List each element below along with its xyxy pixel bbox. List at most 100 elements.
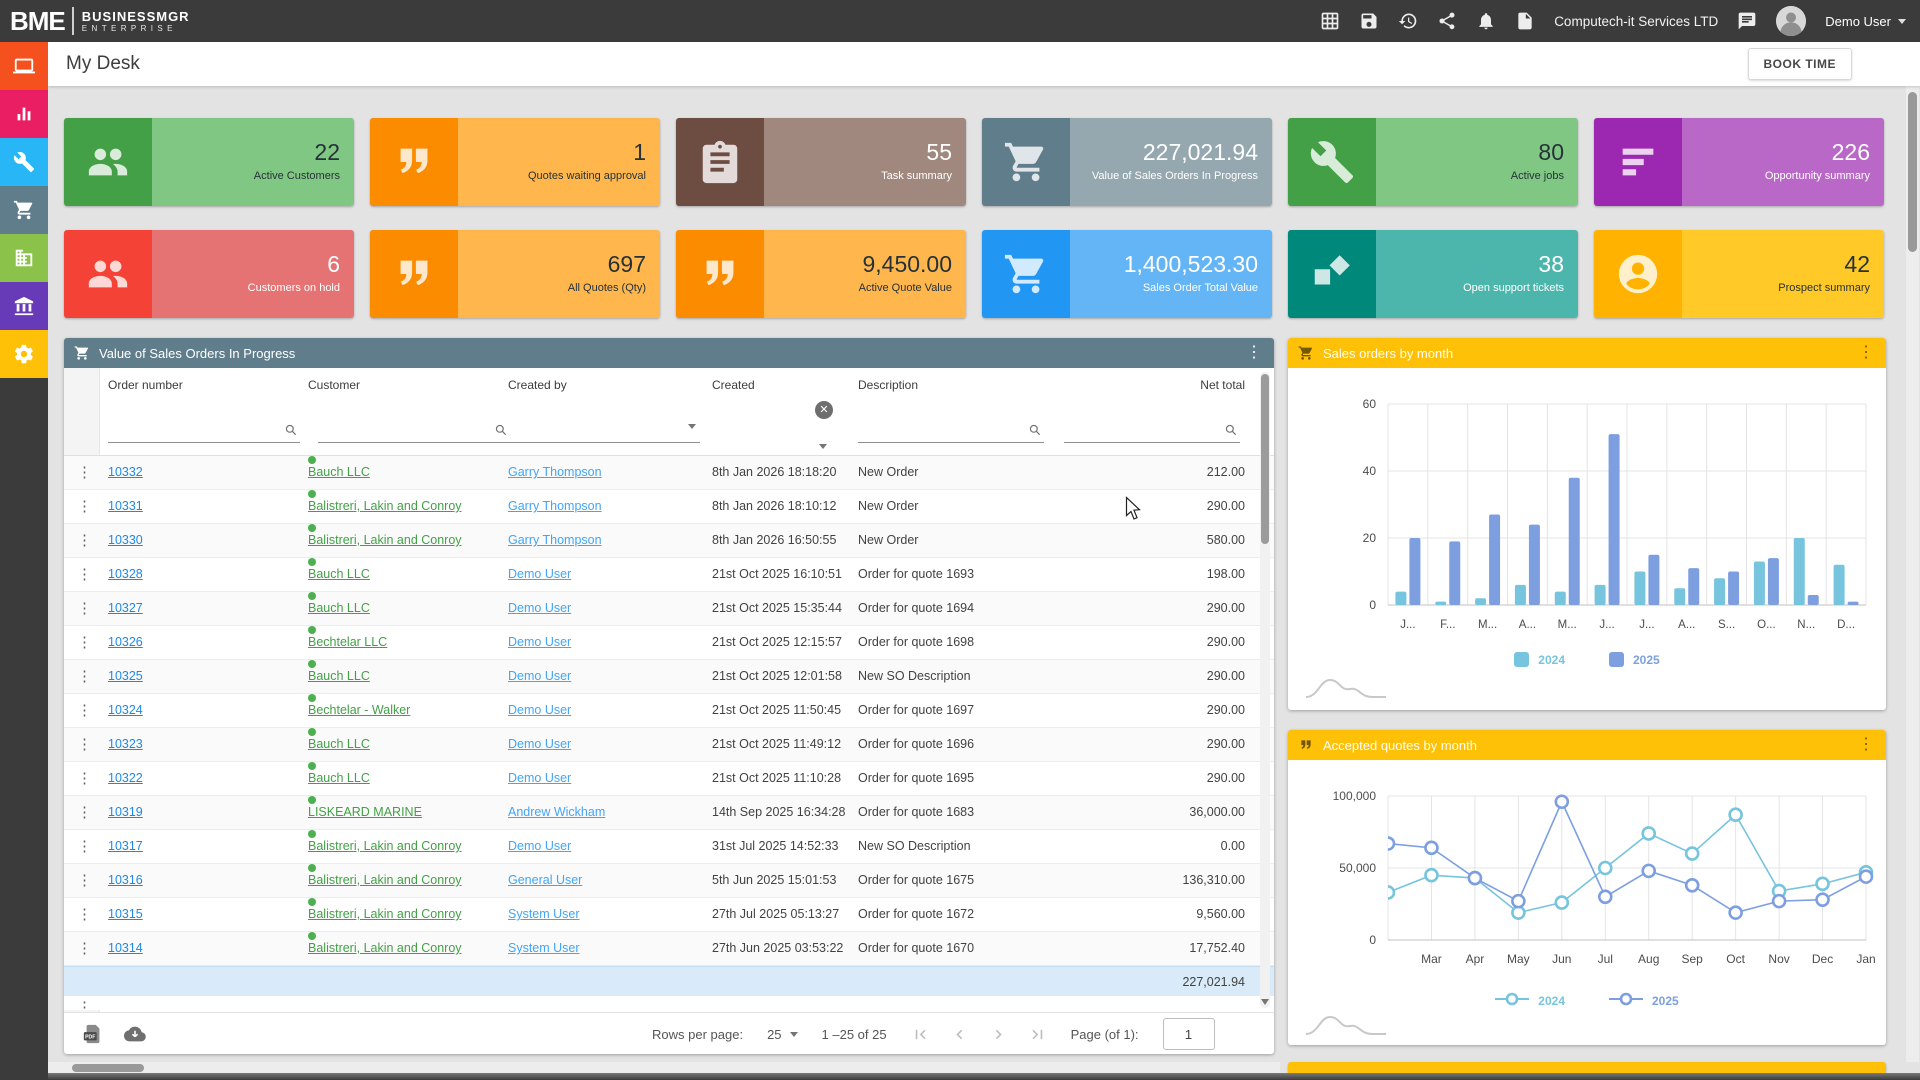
legend-item-2025[interactable]: 2025 <box>1609 992 1679 1009</box>
chart-navigator-icon[interactable] <box>1302 675 1390 706</box>
row-menu-button[interactable]: ⋮ <box>77 940 92 957</box>
sidebar-item-gear[interactable] <box>0 330 48 378</box>
row-menu-button[interactable]: ⋮ <box>77 804 92 821</box>
row-menu-button[interactable]: ⋮ <box>77 668 92 685</box>
order-number-link[interactable]: 10324 <box>108 703 143 717</box>
created-by-link[interactable]: Demo User <box>508 635 572 649</box>
order-number-link[interactable]: 10323 <box>108 737 143 751</box>
order-number-link[interactable]: 10326 <box>108 635 143 649</box>
summary-tile[interactable]: 1,400,523.30 Sales Order Total Value <box>982 230 1272 318</box>
order-number-link[interactable]: 10330 <box>108 533 143 547</box>
created-by-link[interactable]: Demo User <box>508 737 572 751</box>
column-header-created[interactable]: Created <box>712 378 755 392</box>
customer-link[interactable]: Bauch LLC <box>308 669 370 683</box>
customer-link[interactable]: Bechtelar LLC <box>308 635 388 649</box>
created-by-link[interactable]: Garry Thompson <box>508 533 602 547</box>
row-menu-button[interactable]: ⋮ <box>77 906 92 923</box>
summary-tile[interactable]: 55 Task summary <box>676 118 966 206</box>
created-by-link[interactable]: Demo User <box>508 839 572 853</box>
created-by-link[interactable]: Demo User <box>508 669 572 683</box>
book-time-button[interactable]: BOOK TIME <box>1747 48 1852 80</box>
order-number-link[interactable]: 10316 <box>108 873 143 887</box>
customer-link[interactable]: Balistreri, Lakin and Conroy <box>308 907 462 921</box>
row-menu-button[interactable]: ⋮ <box>77 838 92 855</box>
order-number-link[interactable]: 10314 <box>108 941 143 955</box>
sidebar-item-laptop[interactable] <box>0 42 48 90</box>
panel-menu-button[interactable]: ⋮ <box>1858 344 1874 361</box>
column-header-net-total[interactable]: Net total <box>1200 378 1245 392</box>
page-horizontal-scrollbar[interactable] <box>48 1062 1280 1074</box>
rows-per-page-select[interactable]: 25 <box>767 1027 798 1042</box>
dashboard-grid-icon[interactable] <box>1874 54 1894 74</box>
created-by-link[interactable]: Demo User <box>508 703 572 717</box>
panel-menu-button[interactable]: ⋮ <box>1246 344 1262 361</box>
created-by-link[interactable]: Garry Thompson <box>508 465 602 479</box>
description-filter-input[interactable] <box>858 417 1044 443</box>
last-page-icon[interactable] <box>1028 1025 1047 1044</box>
summary-tile[interactable]: 9,450.00 Active Quote Value <box>676 230 966 318</box>
user-menu[interactable]: Demo User <box>1825 14 1906 29</box>
summary-tile[interactable]: 697 All Quotes (Qty) <box>370 230 660 318</box>
customer-link[interactable]: Bauch LLC <box>308 567 370 581</box>
customer-link[interactable]: Balistreri, Lakin and Conroy <box>308 499 462 513</box>
row-menu-button[interactable]: ⋮ <box>77 702 92 719</box>
panel-menu-button[interactable]: ⋮ <box>1858 736 1874 753</box>
chevron-down-icon[interactable] <box>819 444 827 449</box>
net-total-filter-input[interactable] <box>1064 417 1240 443</box>
customer-link[interactable]: Balistreri, Lakin and Conroy <box>308 941 462 955</box>
summary-tile[interactable]: 42 Prospect summary <box>1594 230 1884 318</box>
created-by-link[interactable]: Demo User <box>508 601 572 615</box>
order-number-link[interactable]: 10317 <box>108 839 143 853</box>
customer-link[interactable]: Bauch LLC <box>308 601 370 615</box>
share-icon[interactable] <box>1437 11 1457 31</box>
customer-link[interactable]: Balistreri, Lakin and Conroy <box>308 873 462 887</box>
row-menu-button[interactable]: ⋮ <box>77 634 92 651</box>
download-icon[interactable] <box>124 1023 146 1045</box>
created-by-link[interactable]: Demo User <box>508 567 572 581</box>
customer-filter-input[interactable] <box>318 417 510 443</box>
customer-link[interactable]: LISKEARD MARINE <box>308 805 422 819</box>
order-number-link[interactable]: 10325 <box>108 669 143 683</box>
created-by-filter-select[interactable] <box>508 417 700 443</box>
column-header-order-number[interactable]: Order number <box>108 378 183 392</box>
created-by-link[interactable]: System User <box>508 907 580 921</box>
customer-link[interactable]: Balistreri, Lakin and Conroy <box>308 839 462 853</box>
summary-tile[interactable]: 6 Customers on hold <box>64 230 354 318</box>
row-menu-button[interactable]: ⋮ <box>77 498 92 515</box>
summary-tile[interactable]: 22 Active Customers <box>64 118 354 206</box>
created-by-link[interactable]: Garry Thompson <box>508 499 602 513</box>
legend-item-2025[interactable]: 2025 <box>1609 652 1660 667</box>
first-page-icon[interactable] <box>911 1025 930 1044</box>
created-by-link[interactable]: General User <box>508 873 583 887</box>
created-by-link[interactable]: Andrew Wickham <box>508 805 606 819</box>
row-menu-button[interactable]: ⋮ <box>77 736 92 753</box>
order-number-link[interactable]: 10315 <box>108 907 143 921</box>
row-menu-button[interactable]: ⋮ <box>77 532 92 549</box>
next-page-icon[interactable] <box>989 1025 1008 1044</box>
sidebar-item-bar-chart[interactable] <box>0 90 48 138</box>
summary-tile[interactable]: 1 Quotes waiting approval <box>370 118 660 206</box>
order-number-link[interactable]: 10322 <box>108 771 143 785</box>
row-menu-button[interactable]: ⋮ <box>77 600 92 617</box>
pdf-icon[interactable]: PDF <box>82 1023 104 1045</box>
chat-icon[interactable] <box>1737 11 1757 31</box>
customer-link[interactable]: Bauch LLC <box>308 737 370 751</box>
table-scrollbar[interactable] <box>1260 372 1270 1008</box>
save-icon[interactable] <box>1359 11 1379 31</box>
legend-item-2024[interactable]: 2024 <box>1495 992 1565 1009</box>
sidebar-item-wrench[interactable] <box>0 138 48 186</box>
created-by-link[interactable]: Demo User <box>508 771 572 785</box>
order-number-filter-input[interactable] <box>108 417 300 443</box>
page-number-input[interactable] <box>1162 1018 1215 1050</box>
customer-link[interactable]: Balistreri, Lakin and Conroy <box>308 533 462 547</box>
sidebar-item-cart[interactable] <box>0 186 48 234</box>
row-menu-button[interactable]: ⋮ <box>77 770 92 787</box>
row-menu-button[interactable]: ⋮ <box>77 464 92 481</box>
created-by-link[interactable]: System User <box>508 941 580 955</box>
sidebar-item-building[interactable] <box>0 234 48 282</box>
summary-tile[interactable]: 38 Open support tickets <box>1288 230 1578 318</box>
order-number-link[interactable]: 10319 <box>108 805 143 819</box>
order-number-link[interactable]: 10331 <box>108 499 143 513</box>
customer-link[interactable]: Bechtelar - Walker <box>308 703 411 717</box>
avatar[interactable] <box>1776 6 1807 36</box>
